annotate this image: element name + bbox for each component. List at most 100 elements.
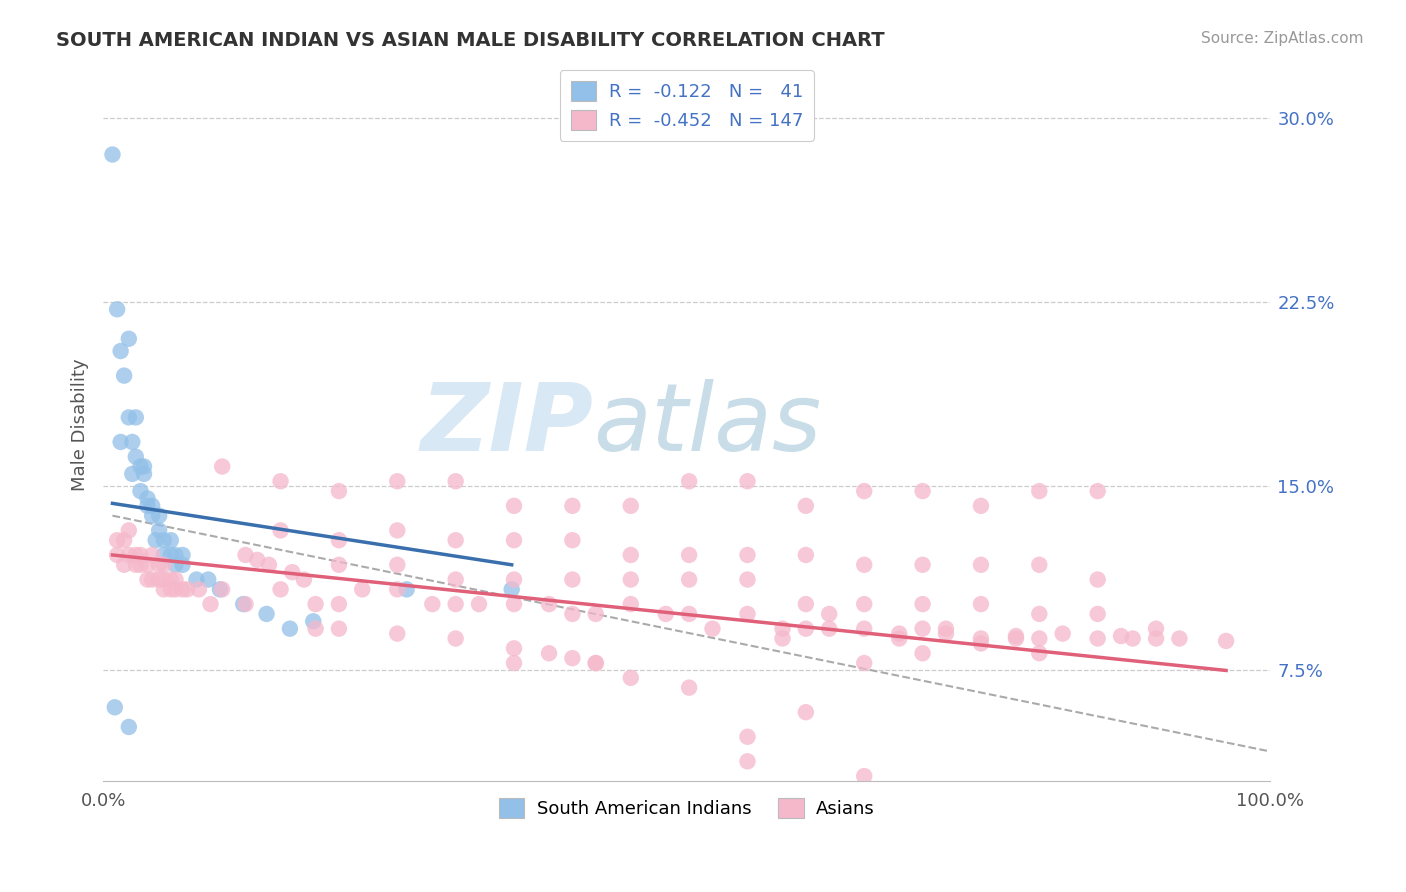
Point bbox=[444, 533, 467, 548]
Point bbox=[737, 607, 759, 621]
Point bbox=[145, 533, 167, 548]
Point bbox=[148, 508, 170, 523]
Point bbox=[1168, 632, 1191, 646]
Point bbox=[678, 607, 700, 621]
Point bbox=[970, 558, 993, 572]
Point bbox=[148, 573, 170, 587]
Point bbox=[620, 671, 643, 685]
Point bbox=[256, 607, 278, 621]
Text: ZIP: ZIP bbox=[420, 379, 593, 471]
Point bbox=[281, 565, 304, 579]
Point bbox=[1087, 484, 1109, 499]
Point bbox=[794, 597, 817, 611]
Point bbox=[501, 582, 523, 597]
Point bbox=[172, 582, 194, 597]
Y-axis label: Male Disability: Male Disability bbox=[72, 359, 89, 491]
Point bbox=[292, 573, 315, 587]
Point bbox=[794, 705, 817, 719]
Point bbox=[970, 632, 993, 646]
Point bbox=[737, 573, 759, 587]
Point bbox=[153, 533, 176, 548]
Point bbox=[129, 459, 152, 474]
Point bbox=[1122, 632, 1144, 646]
Point bbox=[172, 548, 194, 562]
Point bbox=[561, 573, 583, 587]
Point bbox=[1028, 646, 1050, 660]
Point bbox=[176, 582, 198, 597]
Point bbox=[200, 597, 222, 611]
Point bbox=[328, 597, 350, 611]
Point bbox=[246, 553, 269, 567]
Point bbox=[911, 558, 934, 572]
Point bbox=[444, 632, 467, 646]
Point bbox=[737, 755, 759, 769]
Point bbox=[125, 558, 148, 572]
Point bbox=[970, 636, 993, 650]
Point bbox=[211, 582, 233, 597]
Point bbox=[889, 632, 911, 646]
Point bbox=[387, 626, 409, 640]
Point bbox=[129, 548, 152, 562]
Point bbox=[620, 499, 643, 513]
Point bbox=[1215, 634, 1237, 648]
Point bbox=[136, 491, 159, 506]
Point bbox=[911, 484, 934, 499]
Point bbox=[853, 622, 876, 636]
Point bbox=[620, 597, 643, 611]
Point bbox=[503, 656, 526, 670]
Point bbox=[125, 410, 148, 425]
Point bbox=[1087, 632, 1109, 646]
Text: Source: ZipAtlas.com: Source: ZipAtlas.com bbox=[1201, 31, 1364, 46]
Point bbox=[136, 558, 159, 572]
Point bbox=[110, 434, 132, 449]
Point bbox=[818, 607, 841, 621]
Point bbox=[105, 533, 128, 548]
Point bbox=[794, 499, 817, 513]
Point bbox=[1087, 607, 1109, 621]
Point bbox=[148, 558, 170, 572]
Point bbox=[187, 582, 209, 597]
Point bbox=[853, 769, 876, 783]
Point bbox=[328, 484, 350, 499]
Point bbox=[911, 597, 934, 611]
Point bbox=[503, 597, 526, 611]
Point bbox=[153, 582, 176, 597]
Point bbox=[772, 632, 794, 646]
Point bbox=[112, 368, 135, 383]
Point bbox=[172, 558, 194, 572]
Point bbox=[585, 607, 607, 621]
Point bbox=[270, 475, 292, 489]
Point bbox=[328, 533, 350, 548]
Point bbox=[129, 484, 152, 499]
Point bbox=[211, 459, 233, 474]
Point bbox=[737, 730, 759, 744]
Point bbox=[105, 548, 128, 562]
Point bbox=[257, 558, 280, 572]
Point bbox=[208, 582, 231, 597]
Point bbox=[121, 434, 143, 449]
Point bbox=[387, 475, 409, 489]
Point bbox=[118, 524, 141, 538]
Point bbox=[1144, 632, 1167, 646]
Point bbox=[304, 622, 326, 636]
Point bbox=[278, 622, 301, 636]
Point bbox=[420, 597, 443, 611]
Point bbox=[468, 597, 491, 611]
Point bbox=[561, 499, 583, 513]
Point bbox=[911, 622, 934, 636]
Point bbox=[1005, 629, 1028, 643]
Point bbox=[970, 597, 993, 611]
Point bbox=[270, 524, 292, 538]
Point bbox=[935, 622, 957, 636]
Point bbox=[302, 615, 325, 629]
Point bbox=[444, 475, 467, 489]
Point bbox=[1087, 573, 1109, 587]
Point bbox=[503, 641, 526, 656]
Point bbox=[148, 524, 170, 538]
Point bbox=[112, 533, 135, 548]
Point bbox=[304, 597, 326, 611]
Point bbox=[772, 622, 794, 636]
Point bbox=[141, 499, 163, 513]
Point bbox=[136, 573, 159, 587]
Point bbox=[620, 573, 643, 587]
